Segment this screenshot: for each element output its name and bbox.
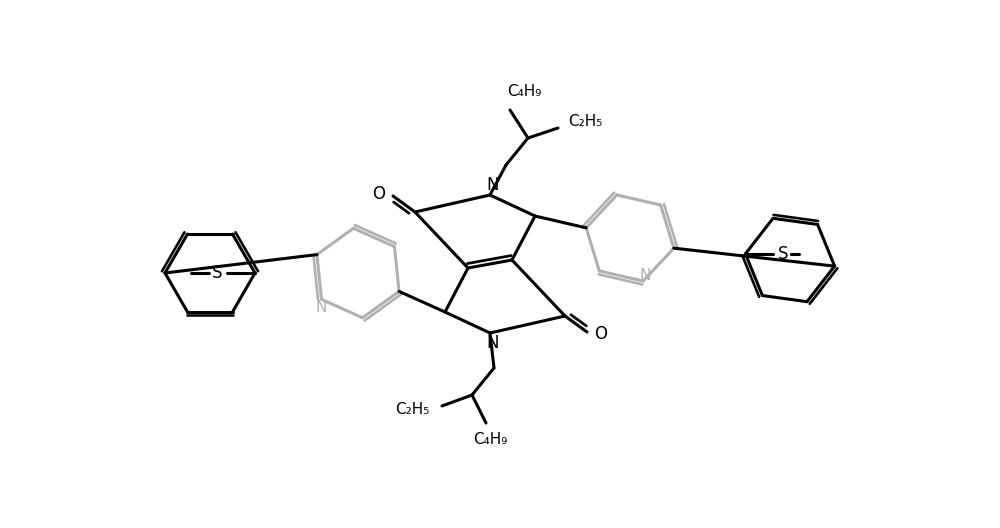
Text: O: O xyxy=(594,325,608,343)
Text: N: N xyxy=(487,334,499,352)
Text: N: N xyxy=(639,268,651,282)
Text: N: N xyxy=(316,300,327,315)
Text: N: N xyxy=(487,176,499,194)
Text: O: O xyxy=(372,185,386,203)
Text: C₂H₅: C₂H₅ xyxy=(568,115,602,129)
Text: C₄H₉: C₄H₉ xyxy=(507,84,541,99)
Text: S: S xyxy=(778,245,789,263)
Text: C₄H₉: C₄H₉ xyxy=(473,432,507,448)
Text: C₂H₅: C₂H₅ xyxy=(395,402,429,418)
Text: S: S xyxy=(212,264,222,282)
